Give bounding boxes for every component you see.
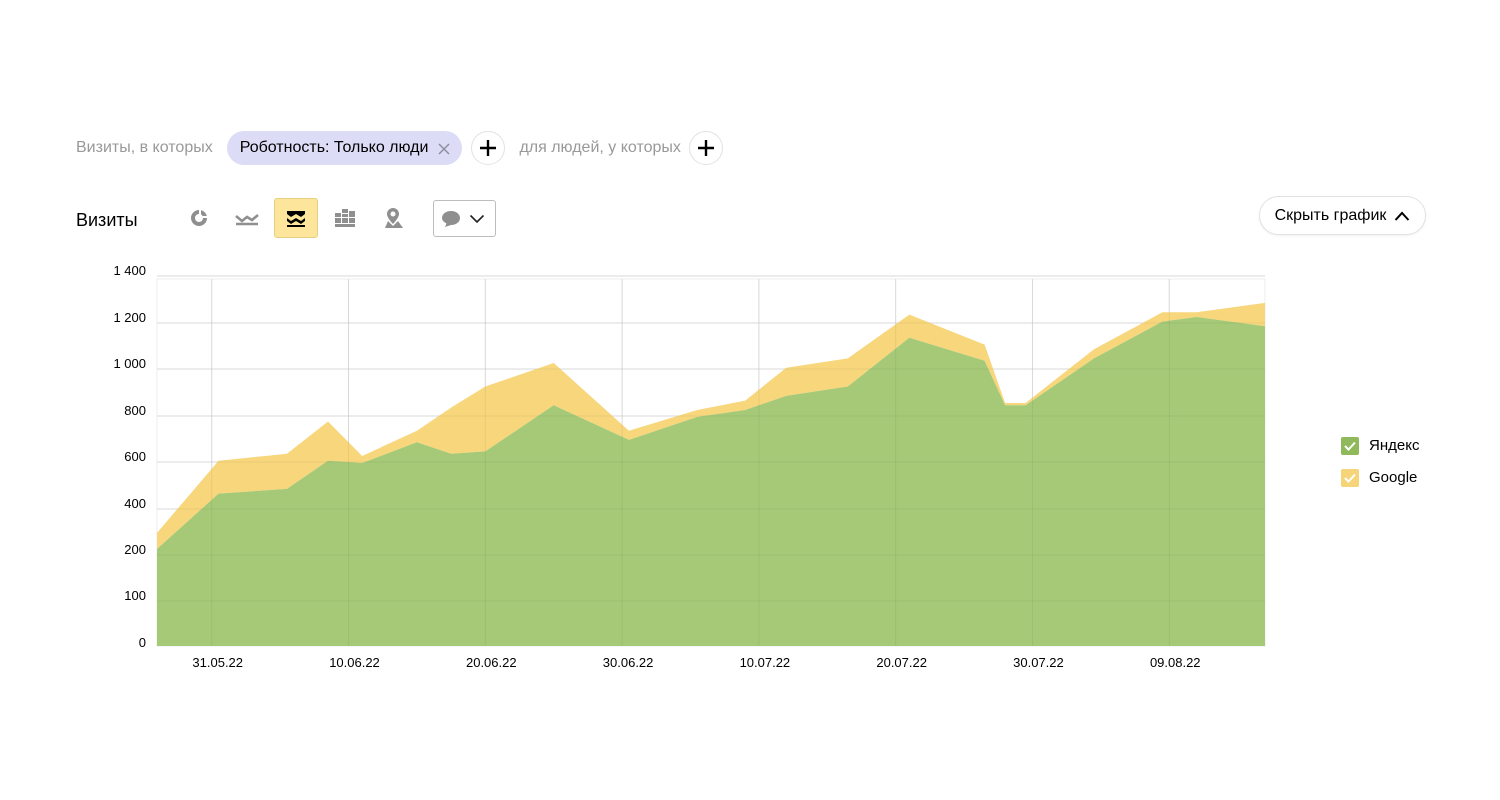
add-visit-condition-button[interactable]: [471, 131, 506, 165]
x-tick-label: 20.06.22: [466, 655, 517, 670]
y-tick-label: 600: [124, 449, 146, 464]
area-chart-button[interactable]: [274, 198, 318, 238]
checkbox-checked-icon[interactable]: [1341, 468, 1359, 487]
legend-label-yandex: Яндекс: [1369, 437, 1420, 454]
line-chart-icon: [235, 214, 259, 226]
y-tick-label: 1 000: [113, 356, 146, 371]
x-tick-label: 30.06.22: [603, 655, 654, 670]
x-tick-label: 20.07.22: [876, 655, 927, 670]
map-icon: [385, 208, 403, 228]
area-yandex: [157, 317, 1265, 646]
chevron-down-icon: [469, 214, 485, 223]
chevron-up-icon: [1395, 211, 1410, 221]
area-google: [157, 302, 1265, 549]
add-people-condition-button[interactable]: [688, 131, 723, 165]
hide-chart-label: Скрыть график: [1274, 206, 1387, 224]
annotations-dropdown[interactable]: [433, 200, 496, 237]
y-tick-label: 100: [124, 588, 146, 603]
bar-chart-button[interactable]: [323, 198, 367, 238]
plus-icon: [697, 140, 714, 156]
legend-item-google[interactable]: Google: [1341, 468, 1419, 487]
filter-chip-robotness[interactable]: Роботность: Только люди: [226, 131, 463, 165]
y-tick-label: 1 200: [113, 310, 146, 325]
segment-filter-bar: Визиты, в которых Роботность: Только люд…: [76, 129, 723, 167]
chart-title: Визиты: [76, 210, 138, 230]
checkbox-checked-icon[interactable]: [1341, 436, 1359, 455]
filter-chip-label: Роботность: Только люди: [239, 139, 429, 156]
hide-chart-button[interactable]: Скрыть график: [1259, 196, 1426, 235]
bar-chart-icon: [335, 209, 355, 227]
pie-chart-button[interactable]: [177, 198, 221, 238]
x-tick-label: 09.08.22: [1150, 655, 1201, 670]
map-button[interactable]: [372, 198, 416, 238]
y-tick-label: 200: [124, 542, 146, 557]
y-tick-label: 800: [124, 403, 146, 418]
comment-icon: [442, 210, 460, 227]
y-tick-label: 1 400: [113, 263, 146, 278]
line-chart-button[interactable]: [225, 198, 269, 238]
x-tick-label: 31.05.22: [192, 655, 243, 670]
legend-label-google: Google: [1369, 469, 1418, 486]
legend-item-yandex[interactable]: Яндекс: [1341, 436, 1419, 455]
close-icon[interactable]: [438, 142, 450, 155]
filter-prefix: Визиты, в которых: [76, 139, 213, 156]
people-filter-label: для людей, у которых: [519, 139, 681, 156]
plus-icon: [480, 140, 497, 156]
chart-legend: Яндекс Google: [1341, 436, 1419, 500]
y-tick-label: 0: [139, 635, 146, 650]
y-tick-label: 400: [124, 496, 146, 511]
pie-chart-icon: [191, 210, 207, 226]
x-tick-label: 10.07.22: [740, 655, 791, 670]
x-tick-label: 10.06.22: [329, 655, 380, 670]
area-chart-icon: [287, 211, 305, 227]
x-tick-label: 30.07.22: [1013, 655, 1064, 670]
